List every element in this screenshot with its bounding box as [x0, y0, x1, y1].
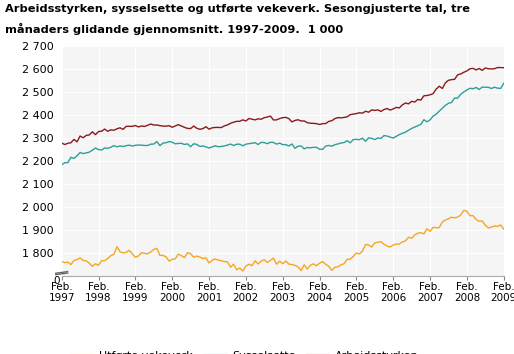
Utførte vekeverk	[80, 258, 86, 263]
Utførte vekeverk	[240, 269, 246, 273]
Sysselsette	[59, 163, 65, 167]
Legend: Utførte vekeverk, Sysselsette, Arbeidsstyrken: Utførte vekeverk, Sysselsette, Arbeidsst…	[67, 346, 423, 354]
Text: månaders glidande gjennomsnitt. 1997-2009.  1 000: månaders glidande gjennomsnitt. 1997-200…	[5, 23, 343, 35]
Utførte vekeverk	[396, 242, 402, 246]
Line: Arbeidsstyrken: Arbeidsstyrken	[62, 68, 504, 144]
Arbeidsstyrken	[409, 99, 415, 103]
Sysselsette	[80, 152, 86, 156]
Sysselsette	[501, 81, 507, 85]
Arbeidsstyrken	[317, 122, 323, 127]
Arbeidsstyrken	[473, 68, 479, 72]
Line: Sysselsette: Sysselsette	[62, 83, 504, 165]
Sysselsette	[314, 145, 320, 149]
Line: Utførte vekeverk: Utførte vekeverk	[62, 210, 504, 271]
Utførte vekeverk	[317, 261, 323, 265]
Text: 0: 0	[53, 276, 60, 286]
Arbeidsstyrken	[59, 141, 65, 145]
Utførte vekeverk	[461, 208, 467, 212]
Utførte vekeverk	[501, 227, 507, 231]
Sysselsette	[393, 134, 399, 138]
Arbeidsstyrken	[494, 65, 501, 70]
Arbeidsstyrken	[501, 65, 507, 70]
Arbeidsstyrken	[65, 141, 71, 145]
Arbeidsstyrken	[62, 142, 68, 147]
Utførte vekeverk	[409, 236, 415, 240]
Sysselsette	[406, 128, 412, 132]
Utførte vekeverk	[476, 219, 482, 223]
Utførte vekeverk	[59, 259, 65, 263]
Text: Arbeidsstyrken, sysselsette og utførte vekeverk. Sesongjusterte tal, tre: Arbeidsstyrken, sysselsette og utførte v…	[5, 4, 470, 13]
Sysselsette	[470, 87, 476, 91]
Utførte vekeverk	[62, 261, 68, 265]
Arbeidsstyrken	[396, 106, 402, 110]
Arbeidsstyrken	[83, 133, 89, 137]
Sysselsette	[62, 160, 68, 165]
